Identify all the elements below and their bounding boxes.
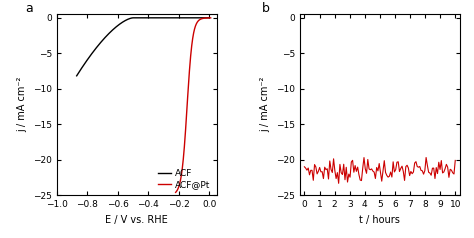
ACF@Pt — [177, 182, 182, 184]
ACF@Pt — [198, 18, 204, 20]
ACF@Pt — [198, 18, 204, 20]
Text: a: a — [25, 2, 33, 15]
ACF — [97, 42, 103, 45]
X-axis label: t / hours: t / hours — [359, 215, 400, 225]
ACF@Pt — [184, 105, 190, 108]
Y-axis label: j / mA cm⁻²: j / mA cm⁻² — [18, 77, 27, 132]
ACF@Pt — [208, 16, 213, 19]
Line: ACF@Pt: ACF@Pt — [176, 18, 210, 192]
ACF — [130, 16, 136, 19]
ACF — [206, 16, 212, 19]
ACF@Pt — [195, 20, 201, 23]
ACF — [108, 30, 114, 33]
ACF — [74, 74, 80, 77]
ACF@Pt — [173, 191, 179, 194]
Line: ACF: ACF — [77, 18, 209, 76]
ACF — [152, 16, 158, 19]
X-axis label: E / V vs. RHE: E / V vs. RHE — [105, 215, 168, 225]
ACF — [134, 16, 140, 19]
ACF — [163, 16, 168, 19]
Y-axis label: j / mA cm⁻²: j / mA cm⁻² — [261, 77, 271, 132]
ACF — [174, 16, 180, 19]
Legend: ACF, ACF@Pt: ACF, ACF@Pt — [156, 167, 212, 191]
ACF@Pt — [187, 68, 192, 71]
Text: b: b — [262, 2, 269, 15]
